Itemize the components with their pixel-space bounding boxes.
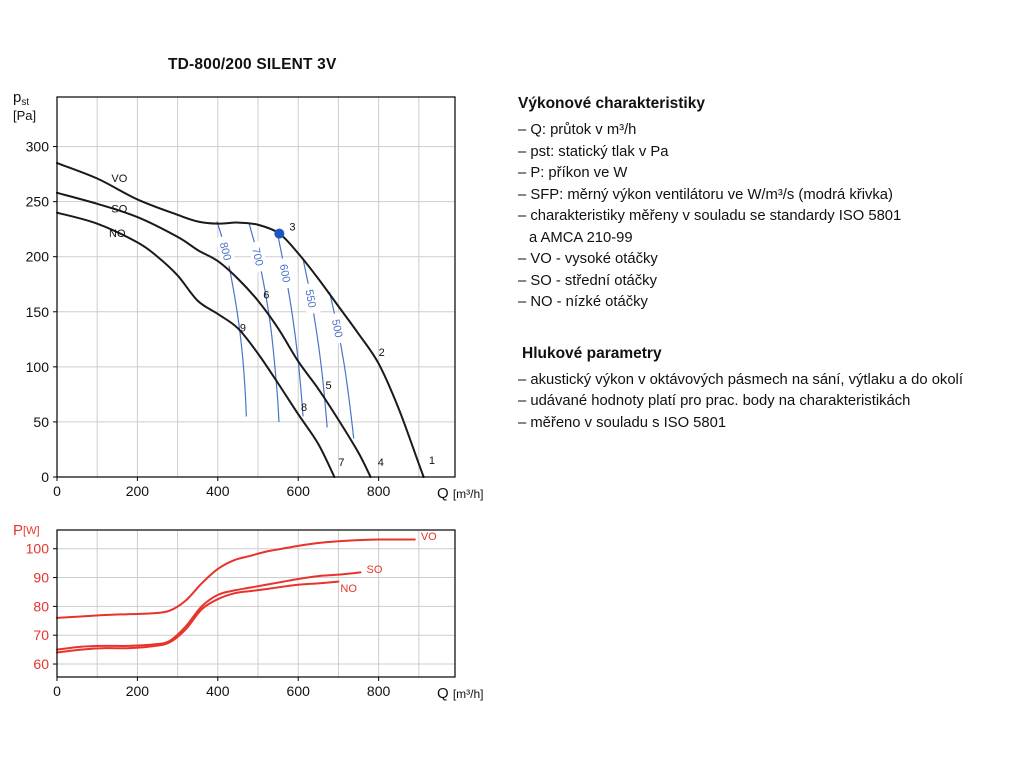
x-axis-label: Q [m³/h] [437, 685, 484, 702]
info-line: – Q: průtok v m³/h [518, 122, 637, 138]
noise-lines: – akustický výkon v oktávových pásmech n… [518, 370, 1020, 435]
svg-text:800: 800 [217, 241, 233, 262]
point-label-1: 1 [429, 455, 435, 467]
power-chart: VO SO NO 0 200 400 600 800 60 70 80 90 100 Q [m³/h] P[… [13, 522, 484, 702]
curve-SO [56, 191, 372, 478]
info-line: – pst: statický tlak v Pa [518, 143, 669, 160]
noise-section: Hlukové parametry – akustický výkon v ok… [518, 345, 1020, 435]
noise-heading: Hlukové parametry [522, 344, 662, 362]
svg-text:500: 500 [329, 318, 344, 338]
curve-label-VO: VO [111, 173, 127, 185]
x-tick-label: 200 [126, 683, 150, 699]
operating-point-marker [274, 228, 285, 239]
curve-label-NO: NO [109, 228, 126, 240]
x-tick-label: 800 [367, 683, 391, 699]
y-tick-label: 90 [33, 570, 49, 586]
sfp-label-800: 800 [215, 234, 237, 268]
x-tick-label: 600 [287, 683, 311, 699]
performance-section: Výkonové charakteristiky – Q: průtok v m… [518, 95, 1020, 314]
info-line: a AMCA 210-99 [529, 229, 633, 246]
point-label-5: 5 [326, 380, 332, 392]
x-tick-label: 0 [53, 483, 61, 499]
curve-label-SO: SO [367, 564, 383, 576]
y-tick-label: 70 [33, 627, 49, 643]
point-label-2: 2 [379, 347, 385, 359]
y-tick-label: 50 [33, 414, 49, 430]
y-tick-label: 80 [33, 598, 49, 614]
performance-lines: – Q: průtok v m³/h – pst: statický tlak v… [518, 120, 1020, 314]
x-tick-label: 400 [206, 683, 230, 699]
point-label-6: 6 [263, 290, 269, 302]
info-line: – akustický výkon v oktávových pásmech n… [518, 371, 963, 388]
performance-heading: Výkonové charakteristiky [518, 95, 705, 112]
curve-label-NO: NO [340, 583, 357, 595]
svg-text:700: 700 [249, 247, 265, 268]
sfp-label-550: 550 [301, 282, 321, 315]
sfp-label-500: 500 [327, 312, 348, 345]
curve-label-SO: SO [111, 204, 127, 216]
info-line: – charakteristiky měřeny v souladu se st… [518, 208, 902, 224]
y-axis-label: P[W] [13, 522, 40, 539]
x-tick-label: 800 [367, 483, 391, 499]
y-tick-label: 300 [26, 139, 50, 155]
info-line: – NO - nízké otáčky [518, 294, 648, 310]
info-line: – SO - střední otáčky [518, 272, 657, 289]
x-tick-label: 0 [53, 683, 61, 699]
point-label-7: 7 [338, 457, 344, 469]
y-tick-label: 250 [26, 194, 50, 210]
curve-label-VO: VO [421, 531, 437, 543]
info-line: – měřeno v souladu s ISO 5801 [518, 414, 727, 431]
y-tick-label: 200 [26, 249, 50, 265]
y-axis-unit: [Pa] [13, 108, 36, 123]
info-panel: Výkonové charakteristiky – Q: průtok v m… [518, 95, 1020, 434]
info-line: – P: příkon ve W [518, 165, 628, 181]
y-tick-label: 60 [33, 656, 49, 672]
y-tick-label: 150 [26, 304, 50, 320]
y-tick-label: 100 [26, 359, 50, 375]
curve-VO [56, 538, 416, 619]
curve-NO [56, 580, 340, 654]
point-label-8: 8 [301, 402, 307, 414]
curve-NO [56, 211, 336, 478]
gridlines [57, 530, 455, 677]
point-label-3: 3 [289, 221, 295, 233]
svg-text:600: 600 [277, 263, 292, 283]
curve-SO [56, 571, 362, 651]
x-tick-label: 600 [287, 483, 311, 499]
point-label-9: 9 [240, 323, 246, 335]
plot-border [56, 529, 456, 678]
sfp-label-600: 600 [275, 257, 295, 290]
chart-title: TD-800/200 SILENT 3V [168, 56, 337, 73]
x-tick-label: 400 [206, 483, 230, 499]
y-tick-label: 0 [41, 469, 49, 485]
info-line: – SFP: měrný výkon ventilátoru ve W/m³/s… [518, 186, 893, 203]
sfp-label-700: 700 [247, 240, 269, 273]
x-tick-label: 200 [126, 483, 150, 499]
info-line: – VO - vysoké otáčky [518, 251, 658, 267]
x-axis-label: Q [m³/h] [437, 485, 484, 502]
y-axis-label: pst [13, 89, 29, 108]
plot-border [56, 96, 456, 478]
point-label-4: 4 [378, 457, 384, 469]
y-tick-label: 100 [26, 541, 50, 557]
info-line: – udávané hodnoty platí pro prac. body n… [518, 393, 911, 409]
gridlines [57, 97, 455, 477]
svg-text:550: 550 [303, 289, 318, 309]
